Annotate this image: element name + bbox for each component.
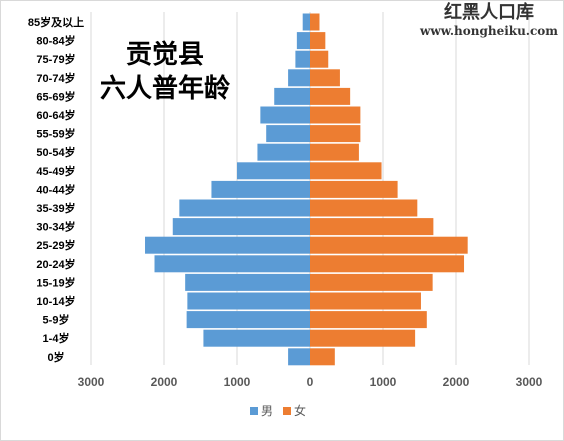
bar-female — [310, 199, 418, 217]
bar-male — [237, 162, 310, 180]
x-tick-label: 1000 — [370, 375, 397, 389]
legend-swatch-female — [283, 406, 292, 415]
watermark-url: www.hongheiku.com — [420, 24, 558, 38]
bar-female — [310, 292, 421, 310]
bar-female — [310, 255, 465, 273]
bar-male — [185, 273, 310, 291]
watermark-name: 红黑人口库 — [444, 2, 535, 23]
bar-female — [310, 180, 398, 198]
category-label: 50-54岁 — [36, 145, 75, 159]
category-label: 10-14岁 — [36, 294, 75, 308]
bar-male — [266, 125, 310, 143]
bar-female — [310, 50, 329, 68]
legend-label-male: 男 — [261, 404, 274, 418]
watermark: 红黑人口库 www.hongheiku.com — [420, 2, 558, 38]
chart-title: 贡觉县 六人普年龄 — [100, 38, 230, 106]
x-tick-label: 1000 — [224, 375, 251, 389]
bar-female — [310, 125, 361, 143]
bar-female — [310, 69, 340, 87]
bar-female — [310, 13, 320, 31]
category-label: 80-84岁 — [36, 34, 75, 48]
legend: 男 女 — [250, 402, 306, 419]
title-line-2: 六人普年龄 — [100, 74, 231, 104]
category-label: 35-39岁 — [36, 201, 75, 215]
x-tick-label: 3000 — [78, 375, 105, 389]
bar-male — [302, 13, 310, 31]
x-tick-label: 3000 — [516, 375, 543, 389]
bar-male — [187, 292, 310, 310]
bar-male — [154, 255, 310, 273]
bar-female — [310, 273, 433, 291]
category-label: 30-34岁 — [36, 220, 75, 234]
category-label: 1-4岁 — [43, 331, 70, 345]
x-tick-label: 0 — [307, 375, 314, 389]
bar-female — [310, 236, 468, 254]
bar-male — [274, 87, 310, 105]
legend-label-female: 女 — [294, 404, 307, 418]
bar-male — [288, 348, 310, 366]
bar-male — [186, 311, 310, 329]
category-label: 45-49岁 — [36, 164, 75, 178]
bar-female — [310, 329, 416, 347]
bar-female — [310, 348, 335, 366]
bar-female — [310, 162, 382, 180]
category-label: 25-29岁 — [36, 238, 75, 252]
category-labels: 85岁及以上 80-84岁 75-79岁 70-74岁 65-69岁 60-64岁 55-5… — [28, 15, 84, 364]
bar-female — [310, 32, 326, 50]
category-label: 15-19岁 — [36, 275, 75, 289]
bar-female — [310, 218, 434, 236]
category-label: 5-9岁 — [43, 313, 70, 327]
x-tick-label: 2000 — [151, 375, 178, 389]
category-label: 40-44岁 — [36, 182, 75, 196]
category-label: 65-69岁 — [36, 89, 75, 103]
bar-male — [211, 180, 310, 198]
x-tick-labels: 3000 2000 1000 0 1000 2000 3000 — [78, 375, 543, 389]
bar-female — [310, 87, 351, 105]
category-label: 75-79岁 — [36, 52, 75, 66]
bar-female — [310, 106, 361, 124]
category-label: 85岁及以上 — [28, 15, 84, 29]
legend-item-female: 女 — [283, 402, 306, 419]
category-label: 60-64岁 — [36, 108, 75, 122]
bar-male — [172, 218, 310, 236]
x-tick-label: 2000 — [443, 375, 470, 389]
bar-male — [203, 329, 310, 347]
bar-male — [295, 50, 310, 68]
bar-female — [310, 311, 427, 329]
bar-male — [145, 236, 310, 254]
title-line-1: 贡觉县 — [126, 40, 205, 70]
bar-male — [260, 106, 310, 124]
category-label: 0岁 — [47, 350, 64, 364]
category-label: 55-59岁 — [36, 127, 75, 141]
bar-male — [179, 199, 310, 217]
bars — [145, 13, 468, 366]
category-label: 70-74岁 — [36, 71, 75, 85]
legend-item-male: 男 — [250, 402, 273, 419]
bar-male — [257, 143, 310, 161]
bar-male — [296, 32, 310, 50]
bar-male — [288, 69, 310, 87]
bar-female — [310, 143, 359, 161]
legend-swatch-male — [250, 406, 258, 415]
category-label: 20-24岁 — [36, 257, 75, 271]
